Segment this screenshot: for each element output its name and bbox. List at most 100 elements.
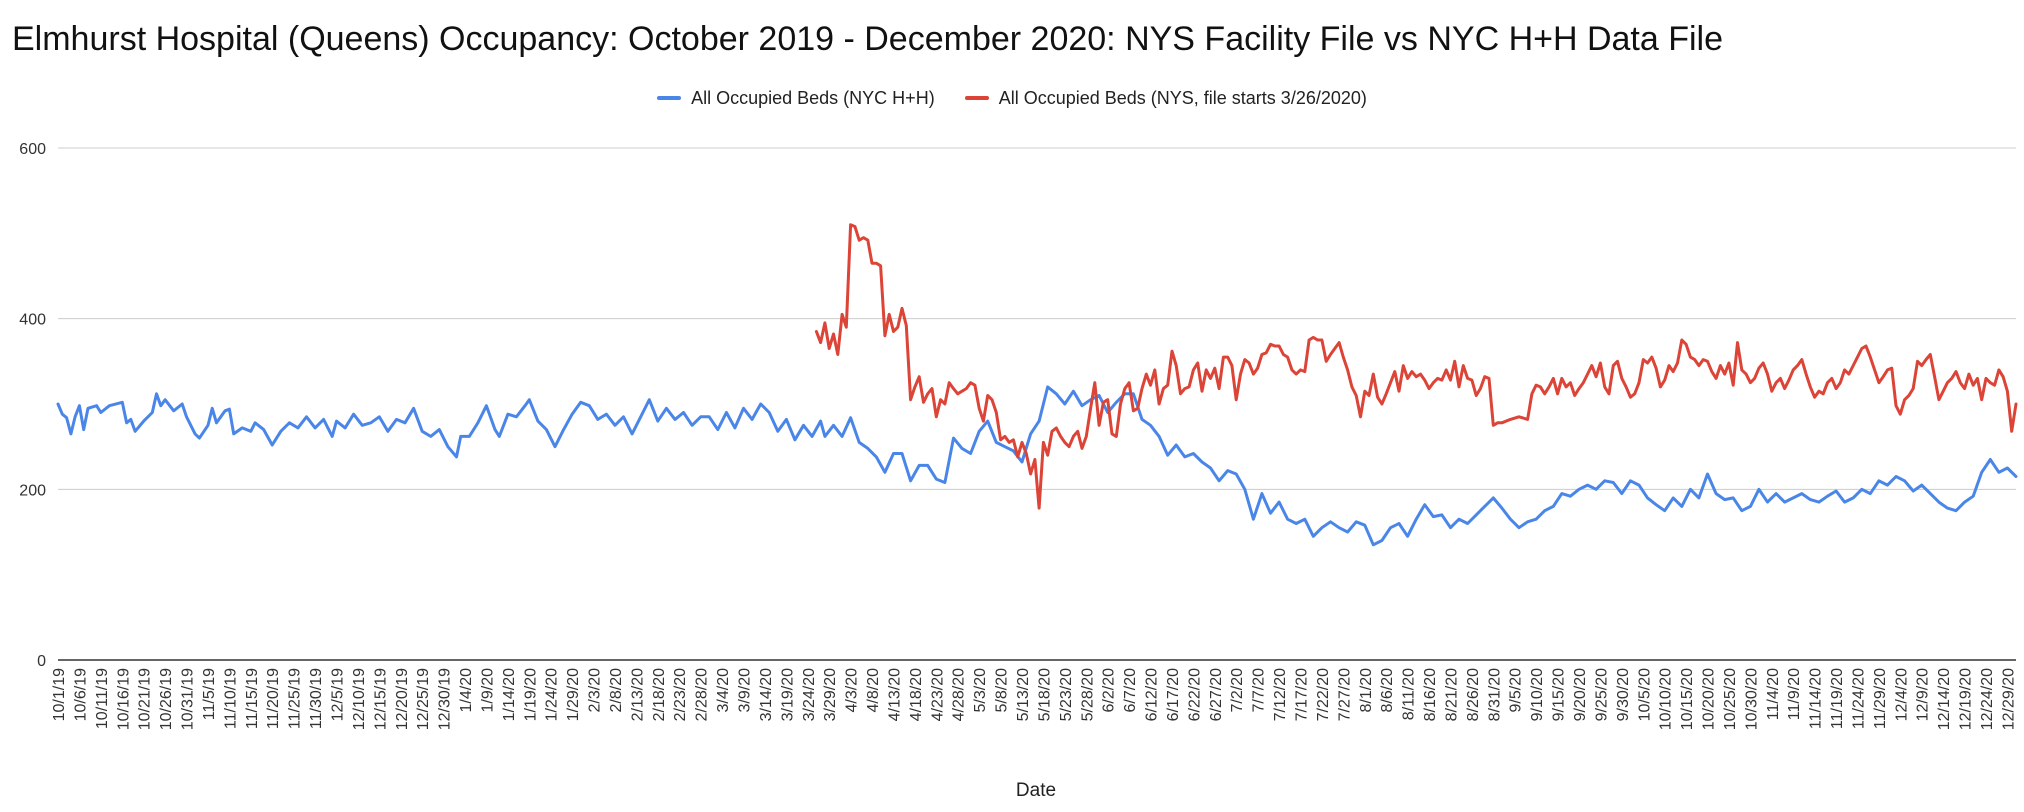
- x-axis-title: Date: [1016, 780, 1056, 801]
- x-tick-label: 10/11/19: [94, 668, 111, 729]
- legend-swatch-nys: [964, 96, 989, 100]
- x-tick-label: 11/14/20: [1808, 668, 1825, 729]
- x-tick-label: 11/19/20: [1829, 668, 1846, 729]
- x-tick-label: 1/14/20: [501, 668, 518, 721]
- x-tick-label: 5/18/20: [1036, 668, 1053, 721]
- x-tick-label: 7/2/20: [1229, 668, 1246, 713]
- x-tick-label: 1/19/20: [522, 668, 539, 721]
- x-tick-label: 3/19/20: [779, 668, 796, 721]
- x-tick-label: 11/24/20: [1851, 668, 1868, 729]
- x-tick-label: 2/23/20: [672, 668, 689, 721]
- x-tick-label: 12/19/20: [1958, 668, 1975, 730]
- x-tick-label: 9/15/20: [1551, 668, 1568, 721]
- x-tick-label: 12/29/20: [2000, 668, 2017, 730]
- y-tick-label: 400: [19, 312, 46, 329]
- x-tick-label: 12/4/20: [1893, 668, 1910, 721]
- x-tick-label: 9/10/20: [1529, 668, 1546, 721]
- x-tick-label: 11/25/19: [287, 668, 304, 729]
- x-tick-label: 9/30/20: [1615, 668, 1632, 721]
- x-tick-label: 6/27/20: [1208, 668, 1225, 721]
- x-tick-label: 9/5/20: [1508, 668, 1525, 713]
- y-axis-ticks: 0 200 400 600: [19, 141, 46, 670]
- x-tick-label: 12/9/20: [1915, 668, 1932, 721]
- x-tick-label: 9/25/20: [1593, 668, 1610, 721]
- x-tick-label: 3/24/20: [801, 668, 818, 721]
- x-tick-label: 11/15/19: [244, 668, 261, 729]
- x-tick-label: 10/21/19: [137, 668, 154, 730]
- x-tick-label: 8/26/20: [1465, 668, 1482, 721]
- x-tick-label: 5/3/20: [972, 668, 989, 713]
- x-tick-label: 4/3/20: [844, 668, 861, 713]
- x-tick-label: 5/23/20: [1058, 668, 1075, 721]
- legend: All Occupied Beds (NYC H+H) All Occupied…: [0, 84, 2024, 112]
- x-tick-label: 11/20/19: [265, 668, 282, 729]
- x-tick-label: 6/7/20: [1122, 668, 1139, 713]
- x-tick-label: 10/1/19: [51, 668, 68, 721]
- x-tick-label: 6/17/20: [1165, 668, 1182, 721]
- x-tick-label: 7/12/20: [1272, 668, 1289, 721]
- x-tick-label: 12/25/19: [415, 668, 432, 730]
- x-tick-label: 3/29/20: [822, 668, 839, 721]
- x-tick-label: 6/22/20: [1186, 668, 1203, 721]
- x-tick-label: 10/30/20: [1743, 668, 1760, 730]
- x-tick-label: 1/29/20: [565, 668, 582, 721]
- x-tick-label: 2/13/20: [629, 668, 646, 721]
- x-tick-label: 8/21/20: [1444, 668, 1461, 721]
- x-tick-label: 2/3/20: [587, 668, 604, 713]
- y-tick-label: 200: [19, 482, 46, 499]
- x-tick-label: 10/6/19: [72, 668, 89, 721]
- x-tick-label: 10/26/19: [158, 668, 175, 730]
- x-tick-label: 7/17/20: [1294, 668, 1311, 721]
- x-tick-label: 8/11/20: [1401, 668, 1418, 720]
- x-tick-label: 6/2/20: [1101, 668, 1118, 713]
- x-tick-label: 12/15/19: [372, 668, 389, 730]
- legend-label-nyc: All Occupied Beds (NYC H+H): [691, 87, 935, 108]
- gridlines: [58, 147, 2016, 661]
- chart-title: Elmhurst Hospital (Queens) Occupancy: Oc…: [12, 20, 1724, 58]
- x-tick-label: 10/5/20: [1636, 668, 1653, 721]
- x-tick-label: 4/13/20: [887, 668, 904, 721]
- x-tick-label: 8/6/20: [1379, 668, 1396, 713]
- x-tick-label: 4/23/20: [929, 668, 946, 721]
- x-tick-label: 1/4/20: [458, 668, 475, 713]
- legend-item-nys[interactable]: All Occupied Beds (NYS, file starts 3/26…: [964, 87, 1367, 109]
- x-tick-label: 11/29/20: [1872, 668, 1889, 729]
- series-lines: [56, 223, 2018, 547]
- series-line-nyc: [56, 385, 2018, 547]
- x-tick-label: 8/16/20: [1422, 668, 1439, 721]
- x-tick-label: 7/22/20: [1315, 668, 1332, 721]
- x-tick-label: 3/14/20: [758, 668, 775, 721]
- x-tick-label: 7/27/20: [1336, 668, 1353, 721]
- x-tick-label: 6/12/20: [1144, 668, 1161, 721]
- x-tick-label: 2/8/20: [608, 668, 625, 713]
- x-tick-label: 3/4/20: [715, 668, 732, 713]
- legend-item-nyc[interactable]: All Occupied Beds (NYC H+H): [657, 88, 935, 109]
- x-tick-label: 12/10/19: [351, 668, 368, 730]
- legend-label-nys: All Occupied Beds (NYS, file starts 3/26…: [998, 87, 1367, 108]
- x-tick-label: 3/9/20: [737, 668, 754, 713]
- x-tick-label: 4/28/20: [951, 668, 968, 721]
- x-tick-label: 9/20/20: [1572, 668, 1589, 721]
- x-tick-label: 5/8/20: [994, 668, 1011, 713]
- x-tick-label: 11/30/19: [308, 668, 325, 729]
- x-tick-label: 12/5/19: [330, 668, 347, 721]
- x-tick-label: 10/15/20: [1679, 668, 1696, 730]
- x-tick-label: 4/18/20: [908, 668, 925, 721]
- y-tick-label: 0: [37, 653, 46, 670]
- x-tick-label: 11/10/19: [222, 668, 239, 729]
- x-tick-label: 1/9/20: [479, 668, 496, 713]
- x-tick-label: 2/18/20: [651, 668, 668, 721]
- x-tick-label: 5/28/20: [1079, 668, 1096, 721]
- x-tick-label: 2/28/20: [694, 668, 711, 721]
- x-tick-label: 10/20/20: [1701, 668, 1718, 730]
- x-tick-label: 12/20/19: [394, 668, 411, 730]
- x-tick-label: 10/31/19: [180, 668, 197, 730]
- x-tick-label: 8/1/20: [1358, 668, 1375, 713]
- x-tick-label: 7/7/20: [1251, 668, 1268, 713]
- x-tick-label: 11/4/20: [1765, 668, 1782, 720]
- x-tick-label: 10/25/20: [1722, 668, 1739, 730]
- x-tick-label: 1/24/20: [544, 668, 561, 721]
- x-tick-label: 10/10/20: [1658, 668, 1675, 730]
- y-tick-label: 600: [19, 141, 46, 158]
